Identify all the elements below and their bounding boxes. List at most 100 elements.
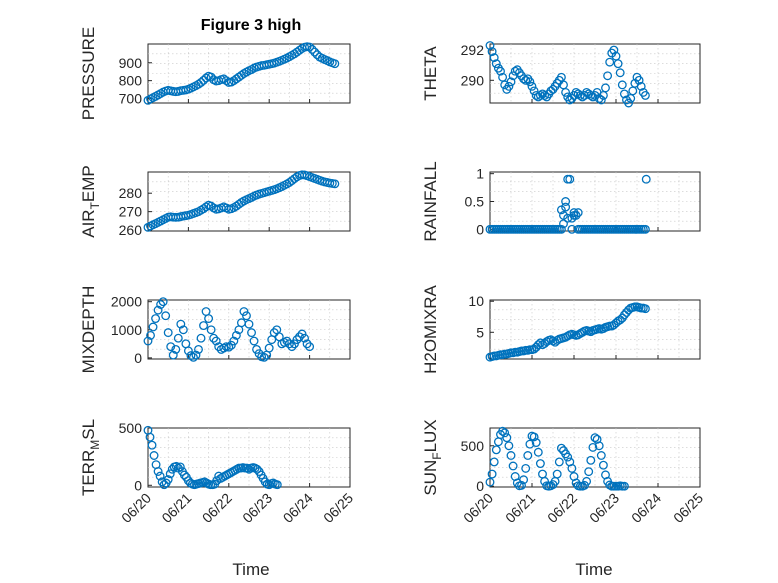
data-point bbox=[603, 71, 613, 81]
data-point bbox=[211, 336, 221, 346]
x-axis-label-left: Time bbox=[232, 560, 269, 579]
data-point bbox=[605, 57, 615, 67]
subplot-right-3: 5 10 H2OMIXRA bbox=[421, 284, 701, 374]
data-point bbox=[487, 47, 497, 57]
data-point bbox=[535, 90, 545, 100]
data-point bbox=[540, 90, 550, 100]
data-point bbox=[561, 197, 571, 206]
data-point bbox=[527, 81, 537, 91]
y-axis-label: THETA bbox=[421, 46, 440, 101]
data-point bbox=[609, 45, 619, 55]
subplot-left-3: 0 1000 2000 MIXDEPTH bbox=[79, 286, 351, 374]
data-point bbox=[153, 467, 163, 476]
data-point bbox=[525, 77, 535, 87]
y-tick-label: 0 bbox=[134, 350, 142, 366]
y-tick-label: 2000 bbox=[111, 294, 142, 310]
data-point bbox=[259, 352, 269, 362]
data-point bbox=[556, 205, 566, 215]
data-point bbox=[231, 330, 241, 340]
y-axis-label: H2OMIXRA bbox=[421, 284, 440, 373]
data-point bbox=[171, 461, 181, 471]
data-point bbox=[559, 219, 568, 229]
data-point bbox=[196, 333, 206, 343]
data-point bbox=[145, 432, 155, 442]
data-point bbox=[244, 319, 254, 329]
y-axis-label-suffix: SL bbox=[79, 419, 98, 440]
y-tick-label: 280 bbox=[119, 185, 143, 201]
y-tick-label: 800 bbox=[119, 73, 143, 89]
x-tick-label: 06/24 bbox=[280, 490, 316, 526]
x-axis-label-right: Time bbox=[575, 560, 612, 579]
subplot-left-2: 260 270 280 AIRTEMP bbox=[79, 165, 351, 238]
subplot-right-4: 0 500 06/20 06/21 06/22 06/23 06/24 06/25 SUNFLU… bbox=[421, 419, 706, 526]
y-tick-label: 0 bbox=[476, 478, 484, 494]
data-point bbox=[567, 224, 577, 234]
y-axis-label-subscript: M bbox=[88, 440, 102, 450]
data-point bbox=[149, 451, 159, 460]
data-point bbox=[151, 314, 161, 323]
x-tick-label: 06/22 bbox=[199, 490, 235, 526]
data-point bbox=[224, 342, 234, 352]
data-point bbox=[156, 300, 166, 309]
data-point bbox=[498, 426, 508, 436]
data-point bbox=[146, 330, 155, 340]
data-point bbox=[300, 333, 309, 343]
data-point bbox=[163, 475, 173, 485]
y-axis-label: PRESSURE bbox=[79, 27, 98, 121]
y-axis-label-main: THETA bbox=[421, 46, 440, 101]
data-point bbox=[559, 210, 568, 220]
data-point bbox=[556, 443, 566, 453]
y-axis-label-suffix: EMP bbox=[79, 165, 98, 202]
y-axis-label-subscript: F bbox=[430, 452, 444, 459]
data-point bbox=[561, 87, 571, 97]
data-point bbox=[567, 463, 577, 473]
data-point bbox=[487, 469, 497, 479]
data-point bbox=[199, 321, 208, 331]
data-point bbox=[619, 481, 629, 491]
data-point bbox=[173, 333, 183, 343]
y-axis-label-main: PRESSURE bbox=[79, 27, 98, 121]
data-point bbox=[535, 338, 545, 348]
data-point bbox=[506, 451, 516, 460]
data-point bbox=[598, 460, 608, 470]
data-point bbox=[641, 174, 651, 184]
x-tick-label: 06/23 bbox=[586, 490, 622, 526]
y-tick-label: 10 bbox=[468, 293, 484, 309]
data-point bbox=[569, 208, 579, 218]
subplot-left-4: 0 500 06/20 06/21 06/22 06/23 06/24 06/25 TERRMS… bbox=[79, 419, 356, 526]
x-tick-label: 06/25 bbox=[670, 490, 706, 526]
data-point bbox=[502, 433, 512, 443]
data-point bbox=[168, 350, 178, 360]
data-point bbox=[563, 331, 573, 341]
data-point bbox=[523, 451, 533, 460]
data-point bbox=[305, 42, 315, 52]
y-tick-label: 1000 bbox=[111, 322, 142, 338]
data-point bbox=[617, 80, 627, 90]
data-point bbox=[531, 438, 541, 447]
data-point bbox=[165, 469, 175, 479]
data-point bbox=[282, 336, 292, 346]
data-point bbox=[206, 325, 216, 335]
data-point bbox=[577, 327, 587, 337]
data-point bbox=[531, 90, 541, 100]
data-point bbox=[204, 314, 214, 323]
x-tick-label: 06/22 bbox=[544, 490, 580, 526]
data-point bbox=[613, 59, 623, 69]
data-point bbox=[191, 350, 201, 360]
data-point bbox=[634, 75, 644, 85]
data-point bbox=[506, 77, 516, 87]
data-point bbox=[519, 475, 529, 485]
data-point bbox=[148, 322, 158, 332]
data-point bbox=[229, 336, 239, 346]
data-point bbox=[249, 336, 259, 346]
data-point bbox=[596, 451, 606, 460]
x-tick-label: 06/20 bbox=[460, 490, 496, 526]
y-axis-label-main: MIXDEPTH bbox=[79, 286, 98, 374]
y-axis-label-main: RAINFALL bbox=[421, 161, 440, 241]
y-axis-label: SUNFLUX bbox=[421, 419, 444, 495]
data-point bbox=[178, 325, 188, 335]
data-point bbox=[171, 344, 181, 354]
x-tick-label: 06/20 bbox=[118, 490, 154, 526]
y-tick-label: 0 bbox=[476, 221, 484, 237]
